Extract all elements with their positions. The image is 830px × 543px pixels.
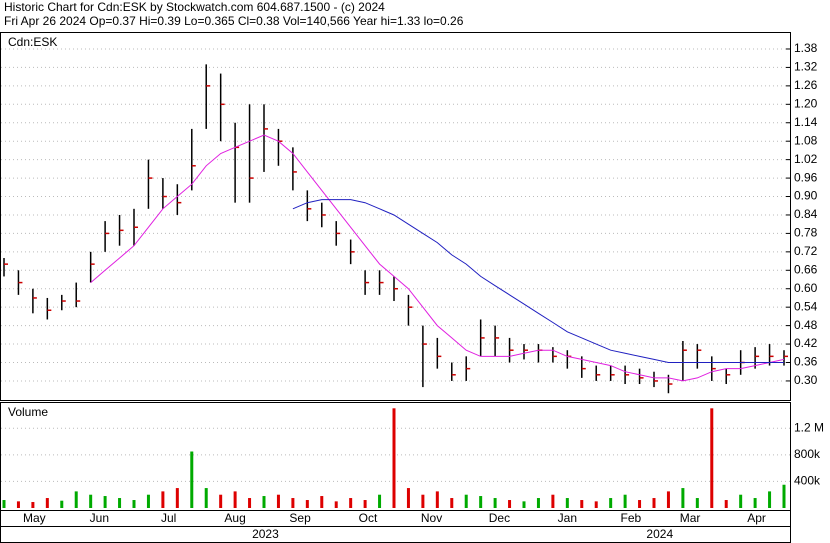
x-tick-label: Aug (224, 511, 245, 525)
y-tick-label: 1.14 (794, 115, 818, 129)
volume-bar (132, 500, 136, 508)
volume-bar (190, 451, 194, 508)
volume-bar (276, 494, 280, 508)
volume-bar (161, 491, 165, 508)
volume-bar (782, 484, 786, 508)
y-tick-label: 0.90 (794, 189, 818, 203)
x-tick-label: Jun (90, 511, 109, 525)
volume-bar (248, 498, 252, 508)
volume-bar (768, 491, 772, 508)
volume-bar (175, 488, 179, 508)
volume-bar (2, 500, 6, 508)
volume-bar (724, 500, 728, 508)
moving-average (292, 199, 784, 363)
volume-tick-label: 400k (794, 474, 821, 488)
y-tick-label: 0.78 (794, 226, 818, 240)
volume-bar (89, 494, 93, 508)
volume-bar (146, 494, 150, 508)
volume-bar (262, 496, 266, 508)
volume-bar (406, 488, 410, 508)
volume-bar (60, 500, 64, 508)
volume-bar (681, 488, 685, 508)
y-tick-label: 0.72 (794, 244, 818, 258)
volume-bar (378, 494, 382, 508)
volume-bar (74, 491, 78, 508)
volume-bar (666, 491, 670, 508)
y-tick-label: 0.60 (794, 281, 818, 295)
volume-bar (31, 502, 35, 508)
chart-title: Historic Chart for Cdn:ESK by Stockwatch… (4, 0, 385, 14)
volume-bar (204, 488, 208, 508)
year-label: 2024 (646, 527, 673, 541)
volume-bar (551, 494, 555, 508)
volume-bar (291, 498, 295, 508)
volume-bar (565, 498, 569, 508)
x-tick-label: Mar (680, 511, 701, 525)
volume-bar (363, 500, 367, 508)
volume-label: Volume (8, 405, 48, 419)
y-tick-label: 0.30 (794, 373, 818, 387)
volume-bar (450, 498, 454, 508)
volume-bar (508, 500, 512, 508)
volume-tick-label: 1.2 M (794, 420, 824, 434)
volume-bar (609, 498, 613, 508)
volume-bar (623, 494, 627, 508)
volume-bar (103, 496, 107, 508)
moving-average (90, 134, 785, 382)
x-tick-label: Oct (359, 511, 378, 525)
year-label: 2023 (252, 527, 279, 541)
y-tick-label: 0.42 (794, 336, 818, 350)
volume-bar (580, 500, 584, 508)
volume-bar (739, 494, 743, 508)
symbol-label: Cdn:ESK (8, 35, 57, 49)
chart-subtitle: Fri Apr 26 2024 Op=0.37 Hi=0.39 Lo=0.365… (4, 14, 464, 28)
volume-bar (493, 498, 497, 508)
y-tick-label: 0.66 (794, 262, 818, 276)
volume-bar (652, 498, 656, 508)
volume-bar (638, 500, 642, 508)
y-tick-label: 0.48 (794, 318, 818, 332)
volume-bar (522, 501, 526, 508)
y-tick-label: 0.96 (794, 170, 818, 184)
x-tick-label: Jul (161, 511, 176, 525)
y-tick-label: 1.02 (794, 152, 818, 166)
x-tick-label: Dec (489, 511, 510, 525)
x-tick-label: Jan (558, 511, 577, 525)
x-tick-label: Feb (621, 511, 642, 525)
volume-bar (334, 501, 338, 508)
y-tick-label: 1.08 (794, 133, 818, 147)
volume-bar (320, 496, 324, 508)
volume-bar (219, 494, 223, 508)
volume-bar (536, 498, 540, 508)
volume-bar (392, 408, 396, 508)
y-tick-label: 0.54 (794, 299, 818, 313)
volume-bar (753, 498, 757, 508)
month-band (0, 510, 791, 527)
x-tick-label: Nov (421, 511, 442, 525)
volume-tick-label: 800k (794, 447, 821, 461)
x-tick-label: Sep (289, 511, 311, 525)
volume-bar (349, 498, 353, 508)
y-tick-label: 0.84 (794, 207, 818, 221)
y-tick-label: 1.32 (794, 60, 818, 74)
volume-bar (45, 498, 49, 508)
volume-bar (421, 494, 425, 508)
volume-bar (710, 408, 714, 508)
y-tick-label: 1.26 (794, 78, 818, 92)
volume-bar (435, 491, 439, 508)
y-tick-label: 1.20 (794, 96, 818, 110)
volume-bar (233, 491, 237, 508)
volume-bar (479, 496, 483, 508)
volume-bar (118, 498, 122, 508)
volume-bar (464, 494, 468, 508)
volume-bar (16, 501, 20, 508)
x-tick-label: May (23, 511, 46, 525)
y-tick-label: 1.38 (794, 41, 818, 55)
x-tick-label: Apr (747, 511, 766, 525)
y-tick-label: 0.36 (794, 355, 818, 369)
volume-bar (594, 501, 598, 508)
volume-bar (695, 498, 699, 508)
volume-bar (305, 500, 309, 508)
